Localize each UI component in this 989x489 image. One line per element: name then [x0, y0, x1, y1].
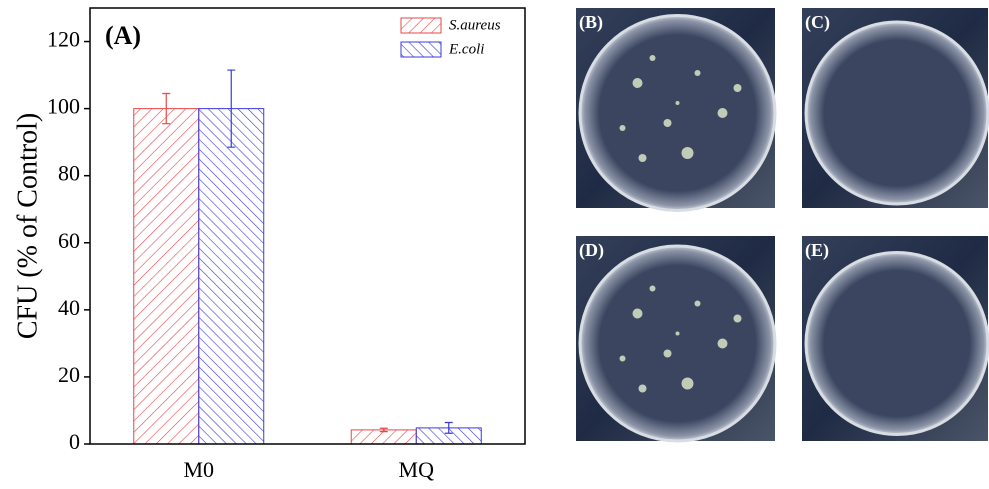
petri-dish: [806, 253, 988, 435]
bar: [199, 109, 264, 444]
legend-label: E.coli: [448, 41, 484, 57]
colony: [639, 385, 647, 393]
colony: [639, 154, 647, 162]
colony: [734, 84, 742, 92]
y-tick-label: 0: [69, 429, 80, 454]
panel-label: (D): [579, 240, 604, 261]
colony: [620, 356, 626, 362]
x-tick-label: M0: [183, 457, 214, 482]
colony: [620, 125, 626, 131]
colony: [695, 70, 701, 76]
panel-label: (E): [805, 240, 829, 261]
y-tick-label: 120: [47, 27, 80, 52]
legend-swatch: [401, 42, 441, 57]
petri-dish: [806, 22, 988, 204]
colony: [682, 147, 694, 159]
colony: [664, 350, 672, 358]
y-axis-label: CFU (% of Control): [12, 113, 43, 339]
panel-label: (C): [805, 12, 830, 33]
legend-label: S.aureus: [449, 17, 501, 33]
figure: (A) CFU (% of Control) (B) (C) (D) (E) 0 20 4…: [0, 0, 989, 489]
bar: [134, 109, 199, 444]
colony: [676, 332, 680, 336]
colony: [718, 108, 728, 118]
colony: [718, 339, 728, 349]
x-tick-label: MQ: [399, 457, 435, 482]
colony: [664, 119, 672, 127]
colony: [682, 378, 694, 390]
colony: [734, 315, 742, 323]
legend-swatch: [401, 18, 441, 33]
panel-label: (B): [579, 12, 603, 33]
colony: [633, 78, 643, 88]
y-tick-label: 60: [58, 228, 80, 253]
colony: [650, 55, 656, 61]
petri-dish: [580, 246, 775, 441]
photo-panels: (B) (C) (D) (E): [576, 8, 988, 441]
colony: [650, 286, 656, 292]
y-tick-label: 80: [58, 161, 80, 186]
colony: [633, 309, 643, 319]
colony: [676, 101, 680, 105]
y-tick-label: 20: [58, 362, 80, 387]
page: (A) CFU (% of Control) (B) (C) (D) (E) 0 20 4…: [0, 0, 989, 489]
chart-title: (A): [105, 21, 141, 50]
y-tick-label: 100: [47, 94, 80, 119]
y-tick-label: 40: [58, 295, 80, 320]
petri-dish: [580, 16, 775, 211]
colony: [695, 301, 701, 307]
